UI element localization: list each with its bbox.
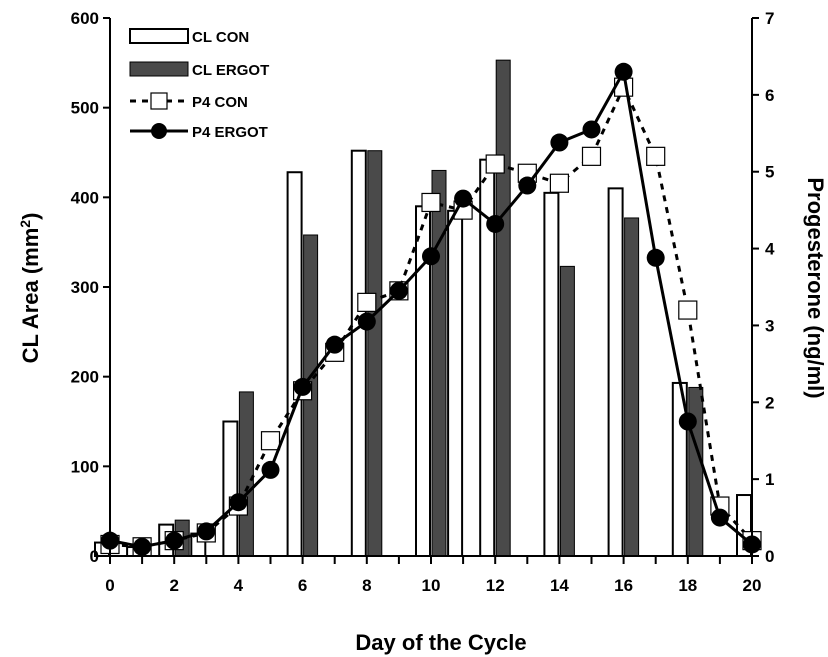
- marker-p4-ergot-day-8: [357, 312, 376, 331]
- x-tick-label-6: 6: [298, 576, 307, 595]
- x-tick-label-20: 20: [743, 576, 762, 595]
- marker-p4-con-day-5: [260, 431, 281, 451]
- legend-label-p4-con: P4 CON: [192, 94, 248, 111]
- lines-layer: [100, 62, 762, 557]
- y-tick-label-400: 400: [71, 188, 99, 207]
- legend-label-p4-ergot: P4 ERGOT: [192, 124, 268, 141]
- x-tick-label-8: 8: [362, 576, 371, 595]
- y2-tick-label-7: 7: [765, 9, 774, 28]
- y-tick-label-0: 0: [90, 547, 99, 566]
- y2-tick-label-6: 6: [765, 86, 774, 105]
- y-axis-title-close: ): [18, 213, 43, 220]
- y-tick-label-300: 300: [71, 278, 99, 297]
- bar-cl-con-day-6: [286, 171, 303, 558]
- y-axis-title-sup: 2: [17, 220, 33, 228]
- marker-p4-ergot-day-9: [389, 281, 408, 300]
- y2-tick-label-5: 5: [765, 163, 774, 182]
- marker-p4-ergot-day-4: [229, 493, 248, 512]
- marker-p4-con-day-12: [485, 154, 505, 174]
- marker-p4-ergot-day-15: [582, 120, 601, 139]
- y2-tick-label-1: 1: [765, 470, 774, 489]
- x-axis-title: Day of the Cycle: [355, 630, 526, 655]
- y-tick-label-500: 500: [71, 99, 99, 118]
- legend-label-cl-ergot: CL ERGOT: [192, 62, 269, 79]
- legend: CL CON CL ERGOT P4 CON P4 ERGOT: [129, 28, 269, 141]
- marker-p4-ergot-day-18: [678, 412, 697, 431]
- y2-tick-label-3: 3: [765, 316, 774, 335]
- bar-cl-con-day-11: [447, 209, 464, 558]
- y-tick-label-200: 200: [71, 368, 99, 387]
- bar-cl-con-day-4: [222, 420, 239, 557]
- marker-p4-ergot-day-3: [197, 522, 216, 541]
- marker-p4-ergot-day-6: [293, 377, 312, 396]
- marker-p4-ergot-day-19: [710, 508, 729, 527]
- marker-p4-ergot-day-16: [614, 62, 633, 81]
- x-tick-label-2: 2: [169, 576, 178, 595]
- x-tick-label-10: 10: [422, 576, 441, 595]
- legend-label-cl-con: CL CON: [192, 29, 249, 46]
- x-tick-label-14: 14: [550, 576, 569, 595]
- bar-cl-ergot-day-18: [688, 386, 704, 557]
- y-tick-label-600: 600: [71, 9, 99, 28]
- bar-cl-ergot-day-14: [559, 265, 575, 557]
- y2-tick-label-4: 4: [765, 240, 775, 259]
- marker-p4-ergot-day-10: [422, 247, 440, 266]
- marker-p4-ergot-day-2: [165, 531, 184, 550]
- marker-p4-con-day-10: [421, 192, 441, 213]
- x-tick-label-0: 0: [105, 576, 114, 595]
- marker-p4-ergot-day-7: [325, 335, 344, 354]
- y-axis-title-main: CL Area (mm: [18, 228, 43, 364]
- bar-cl-ergot-day-16: [624, 217, 640, 557]
- y2-axis-title: Progesterone (ng/ml): [803, 177, 828, 398]
- marker-p4-con-day-14: [549, 173, 570, 193]
- bar-cl-con-day-14: [543, 191, 560, 557]
- legend-swatch-cl-ergot: [129, 61, 189, 77]
- bar-cl-con-day-16: [607, 187, 624, 557]
- bar-cl-ergot-day-8: [367, 150, 383, 557]
- marker-p4-ergot-day-12: [486, 214, 505, 233]
- bar-cl-ergot-day-10: [431, 169, 447, 557]
- x-tick-label-16: 16: [614, 576, 633, 595]
- bar-cl-ergot-day-4: [238, 391, 254, 557]
- marker-p4-ergot-day-14: [550, 133, 569, 152]
- marker-p4-con-day-15: [581, 146, 602, 166]
- y2-tick-label-2: 2: [765, 393, 774, 412]
- bar-cl-con-day-8: [350, 149, 367, 557]
- marker-p4-con-day-18: [678, 300, 698, 320]
- marker-p4-ergot-day-5: [261, 460, 280, 479]
- marker-p4-con-day-8: [357, 292, 377, 312]
- x-tick-label-12: 12: [486, 576, 505, 595]
- bar-cl-ergot-day-12: [495, 59, 511, 557]
- legend-swatch-cl-con: [129, 28, 189, 44]
- marker-p4-ergot-day-13: [518, 176, 537, 195]
- y2-tick-label-0: 0: [765, 547, 774, 566]
- legend-marker-p4-ergot: [151, 123, 167, 139]
- x-tick-label-18: 18: [678, 576, 697, 595]
- marker-p4-ergot-day-17: [646, 248, 665, 267]
- y-axis-title: CL Area (mm2): [17, 213, 43, 364]
- marker-p4-ergot-day-1: [133, 537, 152, 556]
- legend-marker-p4-con: [150, 92, 168, 110]
- marker-p4-con-day-17: [646, 146, 666, 166]
- axes-layer: 0 2 4 6 8 10 12 14 16 18 2001002003004005006000123…: [71, 9, 775, 595]
- y-tick-label-100: 100: [71, 457, 99, 476]
- x-tick-label-4: 4: [234, 576, 244, 595]
- marker-p4-ergot-day-11: [454, 189, 473, 208]
